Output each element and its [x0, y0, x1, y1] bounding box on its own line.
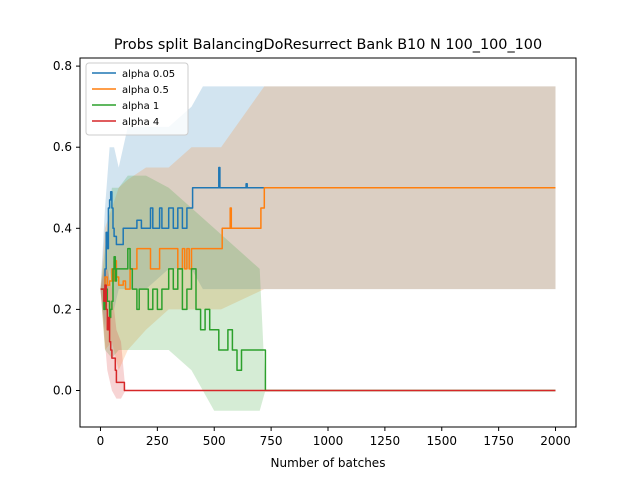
y-axis: 0.0 0.2 0.4 0.6 0.8	[53, 59, 80, 398]
x-tick-label: 1000	[313, 434, 344, 448]
legend-label-alpha-4: alpha 4	[122, 117, 159, 128]
x-axis: 0 250 500 750 1000 1250 1500 1750 2000	[97, 427, 571, 448]
y-tick-label: 0.6	[53, 140, 72, 154]
x-tick-label: 500	[203, 434, 226, 448]
series-lines	[100, 166, 556, 392]
legend: alpha 0.05 alpha 0.5 alpha 1 alpha 4	[85, 62, 189, 136]
series-line-alpha-1	[100, 247, 556, 392]
y-tick-label: 0.4	[53, 221, 72, 235]
x-tick-label: 250	[146, 434, 169, 448]
x-tick-label: 0	[97, 434, 105, 448]
chart-title: Probs split BalancingDoResurrect Bank B1…	[114, 37, 542, 53]
x-tick-label: 1500	[426, 434, 457, 448]
series-line-alpha-4	[100, 284, 556, 392]
legend-box	[85, 62, 189, 136]
band-alpha-0-05	[100, 86, 556, 330]
x-axis-title: Number of batches	[271, 456, 386, 470]
x-tick-label: 2000	[540, 434, 571, 448]
x-tick-label: 1750	[483, 434, 514, 448]
series-line-alpha-0-05	[100, 166, 556, 290]
y-tick-label: 0.8	[53, 59, 72, 73]
x-tick-label: 1250	[370, 434, 401, 448]
confidence-bands	[100, 86, 556, 411]
y-tick-label: 0.2	[53, 302, 72, 316]
band-alpha-1	[100, 175, 556, 411]
x-tick-label: 750	[260, 434, 283, 448]
legend-label-alpha-0-5: alpha 0.5	[122, 85, 169, 96]
band-alpha-0-5	[100, 86, 556, 371]
y-tick-label: 0.0	[53, 384, 72, 398]
legend-label-alpha-1: alpha 1	[122, 101, 159, 112]
legend-label-alpha-0-05: alpha 0.05	[122, 69, 175, 80]
